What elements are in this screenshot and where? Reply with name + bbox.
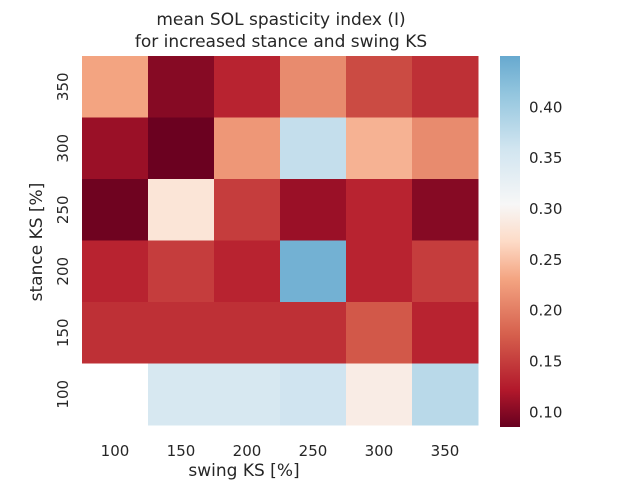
colorbar-tick-label: 0.40 — [529, 98, 562, 116]
x-axis-label: swing KS [%] — [188, 461, 299, 480]
y-tick-label: 350 — [54, 72, 72, 101]
heatmap-cell — [214, 117, 281, 180]
y-tick-label: 300 — [54, 134, 72, 163]
heatmap-cell — [412, 363, 479, 426]
heatmap-cell — [148, 56, 215, 118]
heatmap-cell — [346, 56, 413, 118]
heatmap-cell — [82, 117, 149, 180]
colorbar-tick-label: 0.10 — [529, 403, 562, 421]
heatmap-cell — [412, 117, 479, 180]
heatmap-cell — [280, 56, 347, 118]
heatmap-cell — [148, 179, 215, 241]
colorbar-tick-label: 0.35 — [529, 149, 562, 167]
heatmap-cell — [280, 117, 347, 180]
colorbar: 0.10 0.15 0.20 0.25 0.30 0.35 0.40 — [500, 56, 562, 427]
heatmap-cell — [214, 302, 281, 364]
heatmap-cell — [214, 179, 281, 241]
colorbar-tick-label: 0.20 — [529, 302, 562, 320]
colorbar-gradient — [500, 56, 520, 427]
heatmap-cell — [214, 240, 281, 303]
colorbar-tick-label: 0.30 — [529, 200, 562, 218]
chart-title-line-2: for increased stance and swing KS — [135, 32, 427, 52]
heatmap-cell — [412, 179, 479, 241]
y-tick-label: 200 — [54, 257, 72, 286]
heatmap-cell — [82, 240, 149, 303]
colorbar-tick-label: 0.25 — [529, 251, 562, 269]
chart-title-line-1: mean SOL spasticity index (I) — [156, 10, 405, 30]
x-tick-label: 100 — [101, 442, 130, 460]
x-tick-label: 300 — [365, 442, 394, 460]
heatmap-cell — [148, 302, 215, 364]
heatmap-cell — [214, 56, 281, 118]
heatmap-cells — [82, 56, 479, 426]
x-tick-label: 200 — [233, 442, 262, 460]
heatmap-cell — [148, 240, 215, 303]
heatmap-cell — [214, 363, 281, 426]
heatmap-cell — [82, 179, 149, 241]
heatmap-cell — [346, 302, 413, 364]
heatmap-cell — [412, 302, 479, 364]
x-tick-label: 150 — [167, 442, 196, 460]
heatmap-cell — [346, 240, 413, 303]
y-tick-label: 150 — [54, 318, 72, 347]
y-axis-label: stance KS [%] — [27, 183, 47, 302]
heatmap-cell — [82, 363, 149, 426]
heatmap-cell — [82, 302, 149, 364]
colorbar-tick-label: 0.15 — [529, 352, 562, 370]
heatmap-cell — [280, 240, 347, 303]
heatmap-cell — [82, 56, 149, 118]
x-tick-labels: 100 150 200 250 300 350 — [101, 442, 460, 460]
x-tick-label: 250 — [299, 442, 328, 460]
y-tick-label: 250 — [54, 195, 72, 224]
y-tick-labels: 350 300 250 200 150 100 — [54, 72, 72, 408]
y-tick-label: 100 — [54, 380, 72, 409]
heatmap-cell — [148, 117, 215, 180]
heatmap-cell — [280, 363, 347, 426]
heatmap-cell — [280, 302, 347, 364]
heatmap-cell — [280, 179, 347, 241]
heatmap-cell — [148, 363, 215, 426]
heatmap-cell — [346, 363, 413, 426]
heatmap-cell — [412, 56, 479, 118]
heatmap-cell — [346, 179, 413, 241]
heatmap-cell — [412, 240, 479, 303]
x-tick-label: 350 — [431, 442, 460, 460]
heatmap-cell — [346, 117, 413, 180]
